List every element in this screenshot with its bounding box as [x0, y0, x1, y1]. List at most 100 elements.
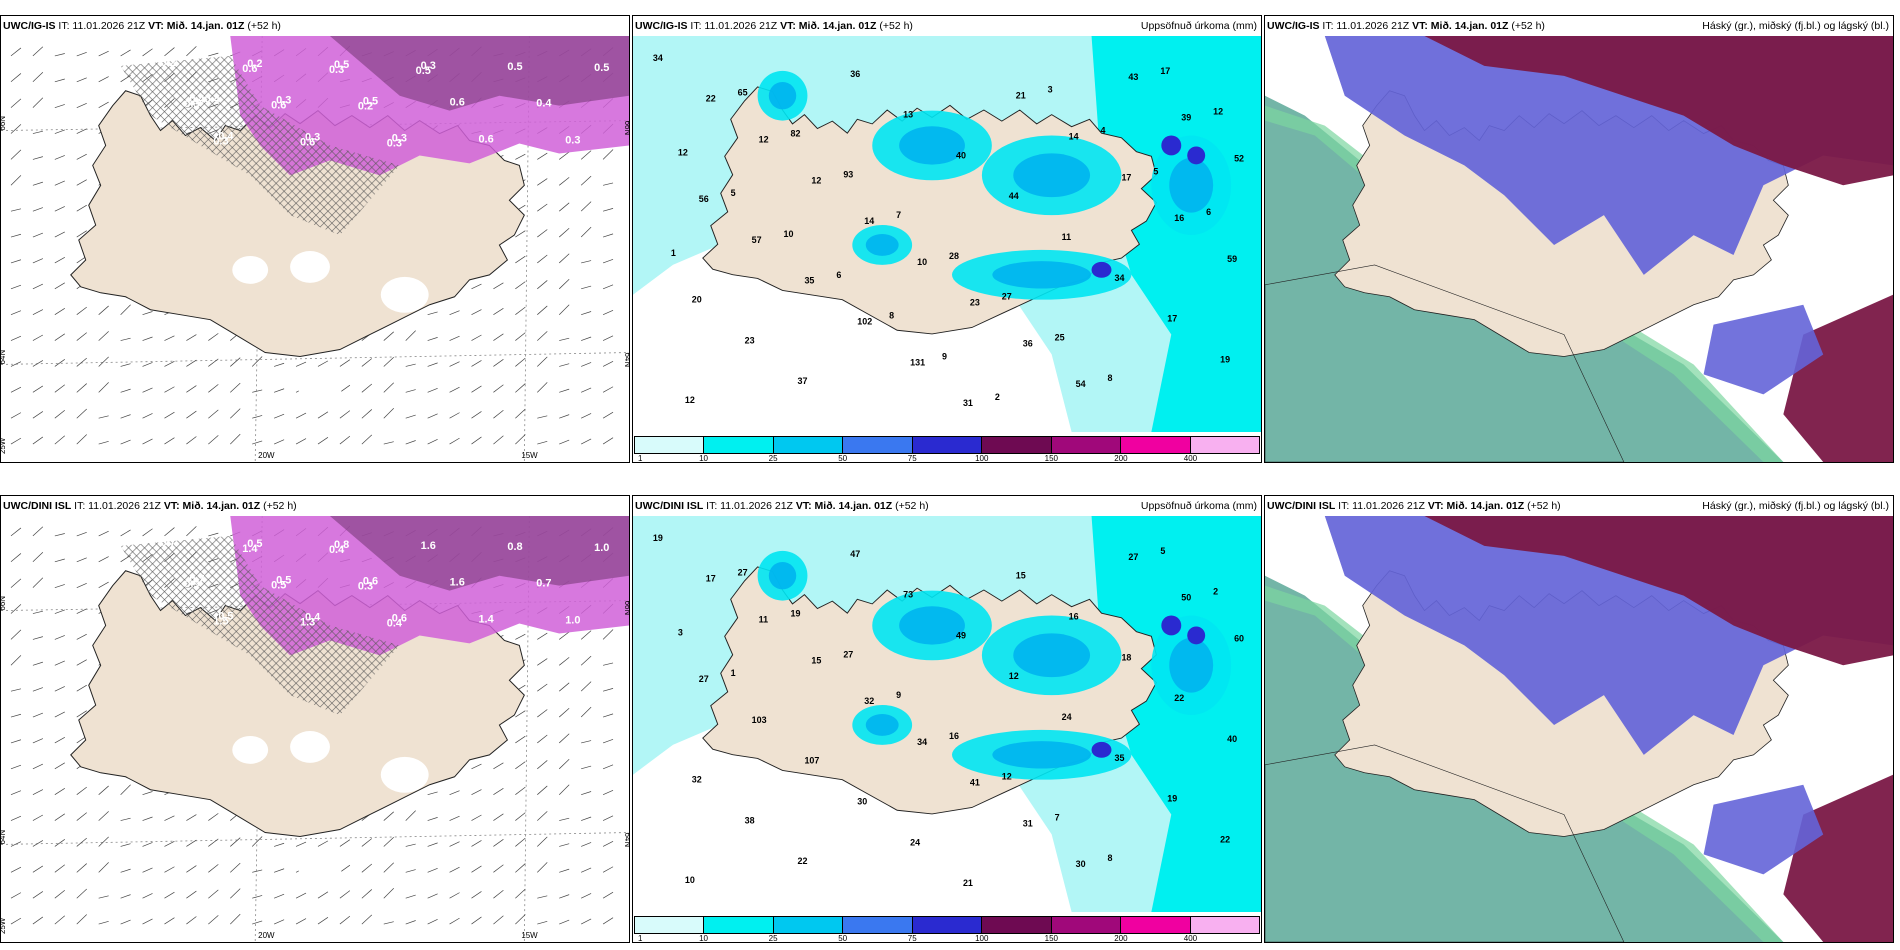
- snow-amount-label: 0.4: [329, 544, 345, 556]
- wind-barb: [602, 739, 614, 744]
- wind-barb: [383, 357, 394, 367]
- wind-barb: [559, 817, 570, 821]
- wind-barb: [537, 280, 548, 290]
- wind-barb: [383, 921, 394, 925]
- snow-amount-label: 0.9: [184, 579, 199, 591]
- precip-amount-label: 30: [1076, 859, 1086, 869]
- precip-amount-label: 35: [804, 276, 814, 286]
- precip-amount-label: 50: [1181, 593, 1191, 603]
- snow-amount-label: 0.6: [300, 136, 315, 148]
- wind-barb: [54, 435, 66, 445]
- wind-barb: [559, 657, 570, 666]
- wind-barb: [76, 684, 87, 692]
- wind-barb: [32, 610, 43, 614]
- wind-barb: [581, 867, 592, 873]
- wind-barb: [537, 382, 548, 393]
- snow-amount-label: 0.3: [305, 132, 320, 144]
- precip-amount-label: 12: [685, 395, 695, 405]
- wind-barb: [339, 384, 351, 393]
- wind-barb: [471, 814, 482, 821]
- wind-barb: [186, 890, 197, 899]
- heavy-precip-core: [1161, 615, 1182, 636]
- wind-barb: [427, 438, 438, 445]
- wind-barb: [537, 920, 548, 925]
- precip-contour: [992, 741, 1092, 769]
- colorbar-tick-label: 200: [1114, 454, 1128, 463]
- wind-barb: [537, 862, 548, 873]
- colorbar-tick-label: 1: [638, 454, 643, 463]
- wind-barb: [581, 311, 592, 316]
- wind-barb: [558, 759, 570, 770]
- map-area: 34 22 12 12 14 10 23 36 54 43 39 52 56 57 35 102 131 31 21…: [633, 36, 1261, 432]
- colorbar-swatch: [982, 917, 1052, 933]
- colorbar-tick-label: 400: [1183, 454, 1198, 463]
- precip-amount-label: 16: [1174, 213, 1184, 223]
- snow-amount-label: 0.6: [450, 97, 465, 109]
- precip-amount-label: 60: [1234, 633, 1244, 643]
- wind-barb: [602, 688, 614, 692]
- wind-barb: [76, 357, 87, 367]
- wind-barb: [361, 914, 373, 925]
- wind-barb: [405, 894, 416, 899]
- wind-barb: [602, 713, 614, 718]
- wind-barb: [10, 412, 22, 419]
- wind-barb: [427, 791, 438, 796]
- wind-barb: [208, 532, 219, 537]
- wind-barb: [54, 333, 65, 341]
- wind-barb: [120, 304, 131, 315]
- heavy-precip-core: [1187, 626, 1206, 645]
- lead-time: (+52 h): [895, 500, 929, 512]
- precip-amount-label: 34: [653, 53, 663, 63]
- wind-barb: [449, 892, 460, 899]
- wind-barb: [602, 891, 614, 899]
- wind-barb: [54, 53, 65, 57]
- wind-barb: [120, 868, 131, 873]
- snow-amount-label: 1.5: [213, 615, 228, 627]
- wind-barb: [602, 629, 614, 640]
- wind-barb: [76, 434, 87, 445]
- heavy-precip-core: [1091, 261, 1112, 278]
- wind-barb: [580, 655, 592, 666]
- wind-barb: [164, 386, 175, 393]
- wind-barb: [537, 836, 548, 847]
- colorbar-swatch: [635, 917, 705, 933]
- wind-barb: [98, 530, 109, 537]
- wind-barb: [602, 866, 614, 873]
- wind-barb: [10, 815, 22, 821]
- wind-barb: [537, 254, 548, 264]
- wind-barb: [32, 789, 44, 796]
- wind-barb: [580, 681, 592, 692]
- wind-barb: [76, 102, 87, 108]
- snow-amount-label: 0.8: [507, 541, 522, 553]
- wind-barb: [54, 889, 66, 899]
- wind-barb: [515, 863, 526, 873]
- snow-amount-label: 0.3: [565, 135, 580, 147]
- wind-barb: [32, 130, 43, 134]
- precip-amount-label: 31: [1023, 818, 1033, 828]
- wind-barb: [427, 311, 438, 316]
- wind-barb: [361, 838, 373, 847]
- wind-barb: [537, 785, 548, 795]
- axis-tick-label: 66N: [1, 116, 7, 131]
- wind-barb: [230, 913, 241, 925]
- wind-barb: [602, 284, 614, 290]
- map-area: [1265, 36, 1893, 462]
- colorbar-tick-label: 400: [1183, 934, 1198, 943]
- precip-amount-label: 35: [1114, 753, 1124, 763]
- wind-barb: [515, 281, 526, 290]
- wind-barb: [120, 363, 131, 367]
- precip-amount-label: 23: [745, 335, 755, 345]
- precip-amount-label: 107: [804, 756, 819, 766]
- wind-barb: [32, 156, 43, 160]
- wind-barb: [142, 362, 153, 367]
- wind-barb: [383, 382, 394, 393]
- wind-barb: [602, 309, 614, 316]
- map-area: 66N 64N 20W 15W 25W 66N 64N 0.2 0.40.4 0.4 0.2 0.3 0…: [1, 36, 629, 462]
- model-name: UWC/IG-IS: [635, 20, 688, 32]
- wind-barb: [76, 332, 87, 341]
- wind-barb: [427, 388, 438, 393]
- precip-amount-label: 27: [1128, 552, 1138, 562]
- wind-barb: [76, 51, 87, 57]
- wind-barb: [559, 177, 570, 186]
- map-area: 19 17 11 15 32 34 41 31 30 27 50 60 27 103 107 30 24 21 15…: [633, 516, 1261, 912]
